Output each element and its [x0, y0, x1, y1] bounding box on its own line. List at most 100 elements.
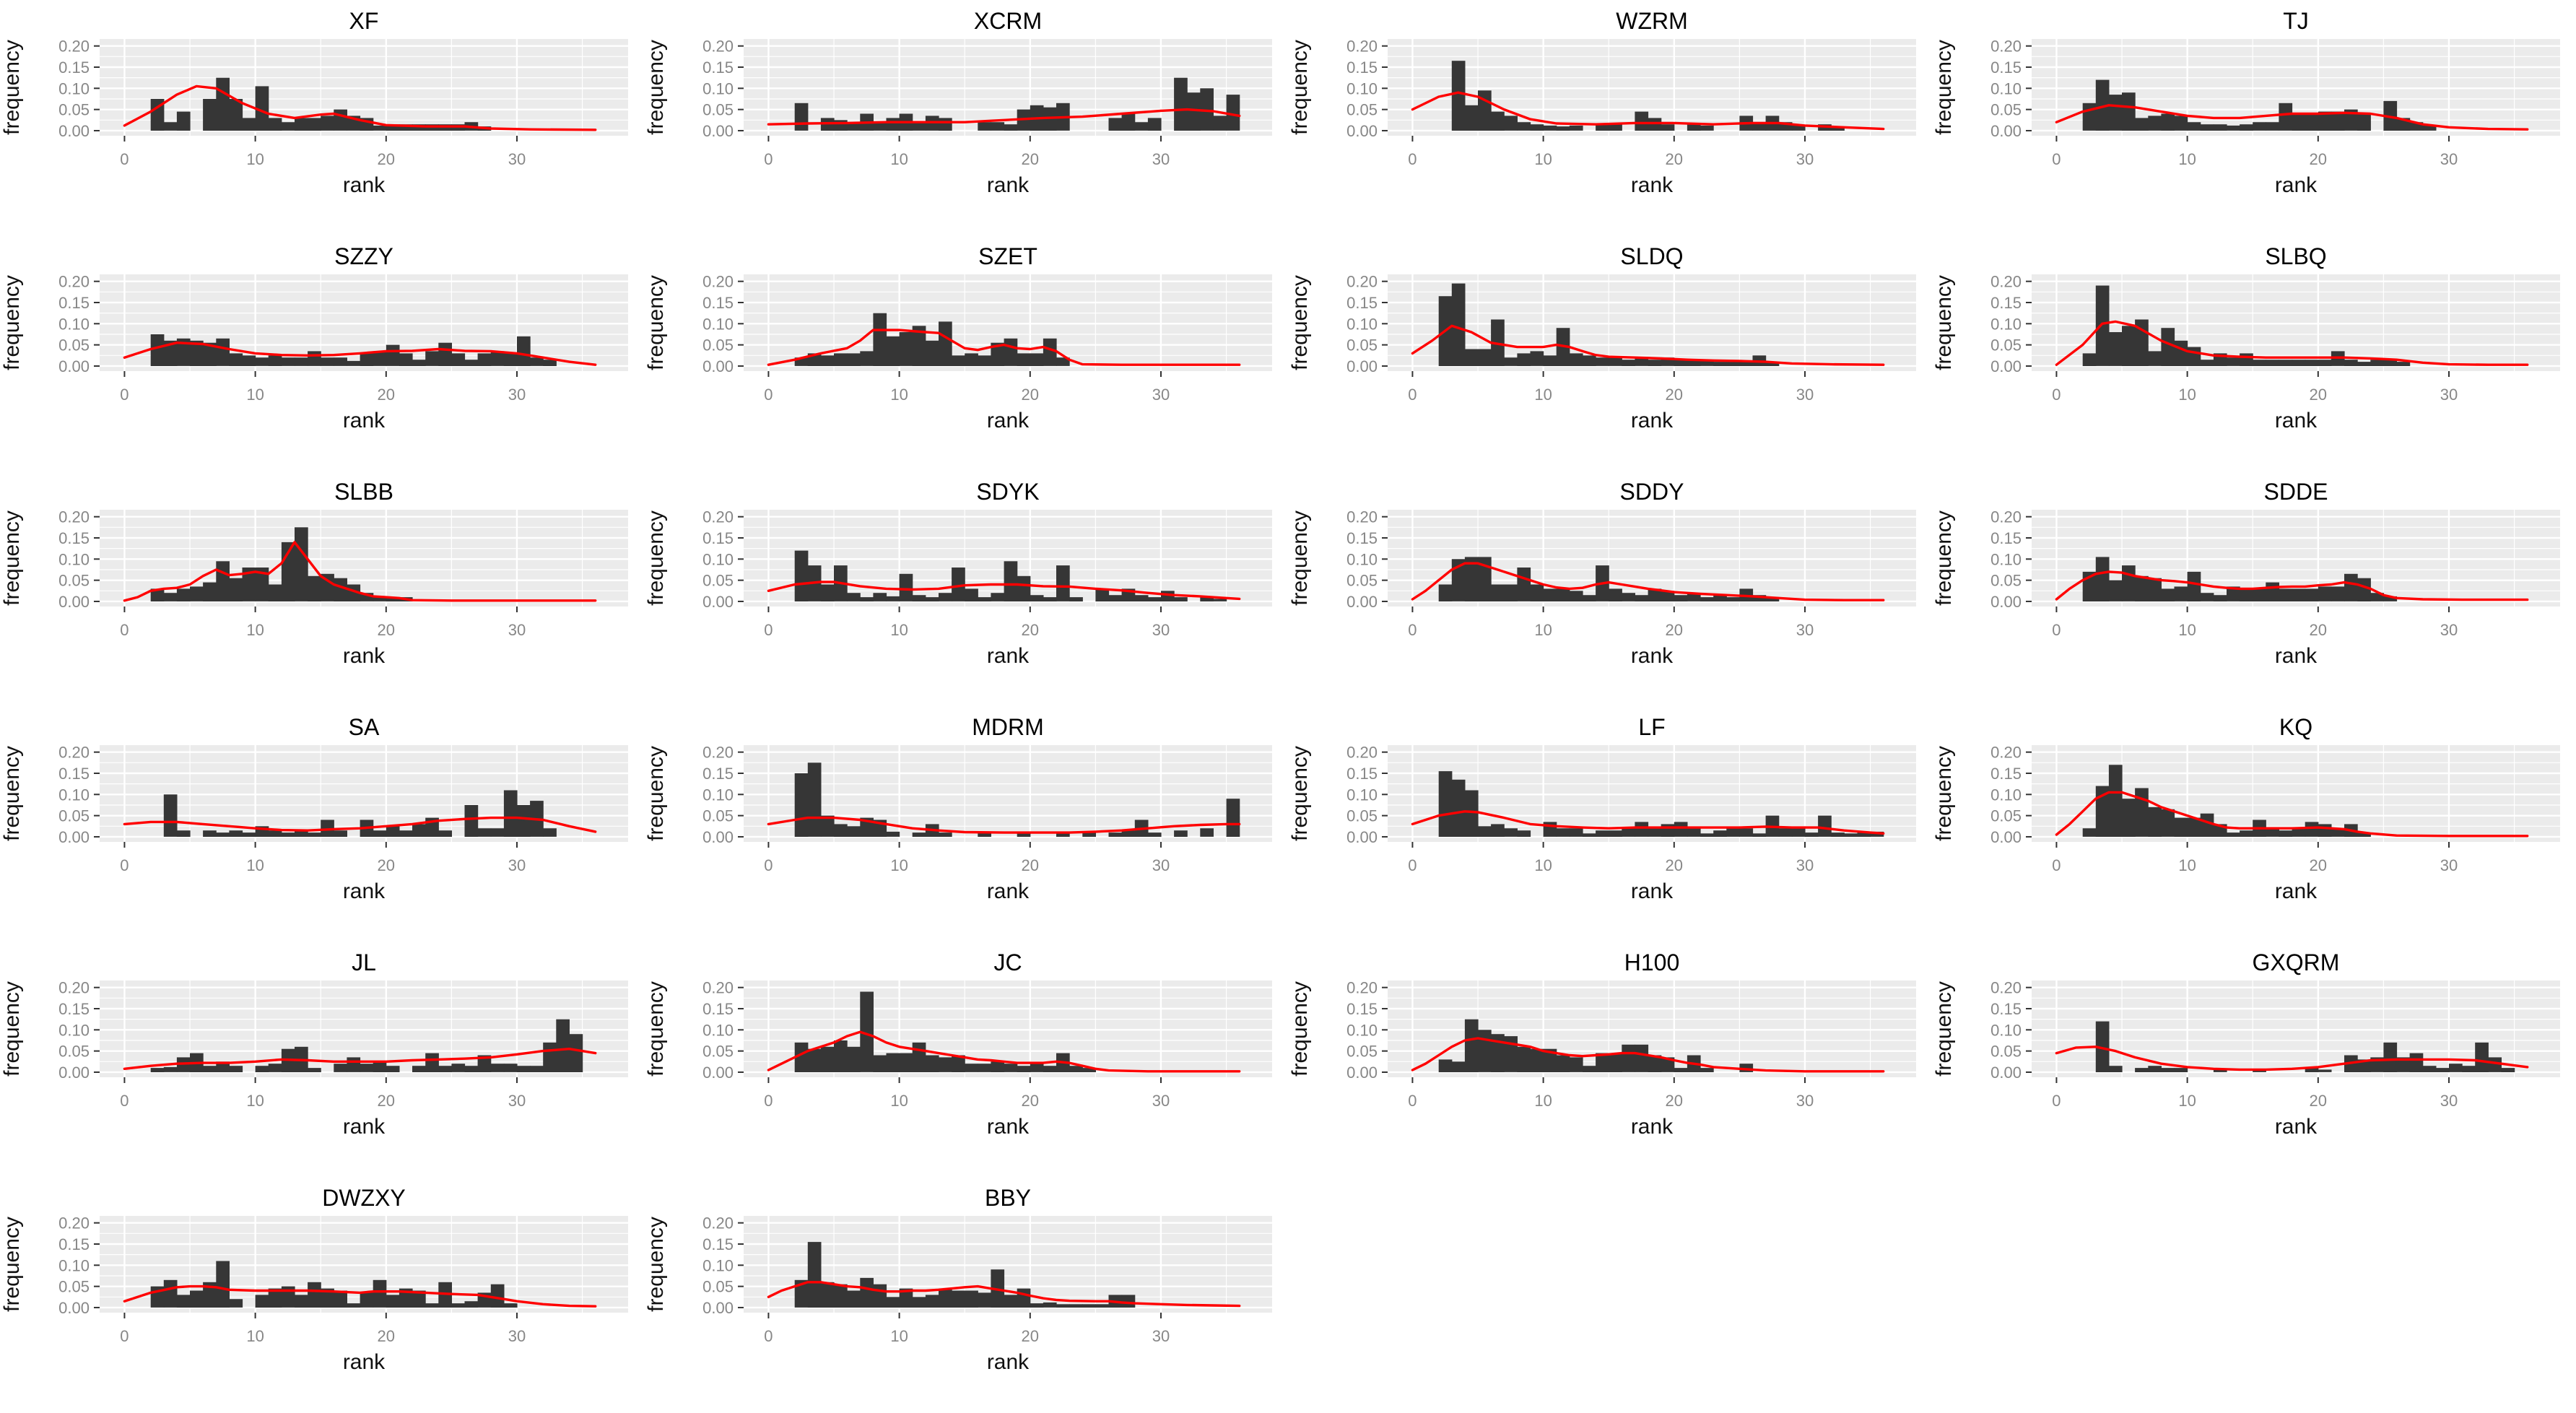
histogram-bar [1438, 771, 1453, 837]
histogram-bar [2357, 362, 2371, 366]
histogram-bar [939, 1288, 952, 1308]
histogram-bar [334, 109, 347, 131]
histogram-bar [1004, 1295, 1018, 1308]
histogram-bar [438, 342, 452, 366]
histogram-bar [321, 116, 334, 131]
x-tick-label: 20 [1666, 150, 1683, 168]
facet-panel-sa: 0.00 0.05 0.10 0.15 0.20 0 10 20 30 frequency rank… [0, 714, 628, 903]
histogram-bar [1004, 561, 1018, 601]
histogram-bar [2240, 830, 2253, 837]
histogram-bar [991, 122, 1005, 131]
histogram-bar [1726, 828, 1740, 837]
histogram-bar [925, 1055, 939, 1072]
y-axis-title: frequency [1288, 746, 1312, 841]
histogram-bar [2331, 828, 2345, 837]
y-tick-label: 0.10 [702, 1256, 734, 1274]
histogram-bar [321, 573, 334, 601]
histogram-bar [477, 1055, 492, 1072]
histogram-bar [1069, 597, 1083, 601]
x-tick-label: 20 [1022, 856, 1039, 874]
histogram-bar [1622, 360, 1635, 366]
x-tick-label: 10 [1534, 856, 1552, 874]
facet-panel-lf: 0.00 0.05 0.10 0.15 0.20 0 10 20 30 frequency rank… [1288, 714, 1916, 903]
histogram-bar [820, 584, 835, 601]
y-tick-label: 0.05 [58, 807, 90, 825]
histogram-bar [1556, 126, 1570, 131]
histogram-bar [2200, 124, 2214, 131]
facet-panel-jl: 0.00 0.05 0.10 0.15 0.20 0 10 20 30 frequency rank… [0, 949, 628, 1139]
histogram-bar [1530, 1048, 1544, 1072]
x-tick-label: 10 [246, 621, 264, 639]
histogram-bar [490, 351, 505, 366]
y-tick-label: 0.05 [1990, 336, 2022, 355]
histogram-bar [1174, 830, 1188, 837]
histogram-bar [873, 593, 887, 601]
y-tick-label: 0.05 [58, 1043, 90, 1061]
histogram-bar [912, 122, 926, 131]
histogram-bar [978, 122, 991, 131]
y-tick-label: 0.20 [58, 38, 90, 56]
histogram-bar [176, 588, 191, 601]
y-tick-label: 0.00 [1990, 357, 2022, 375]
histogram-bar [1635, 1044, 1649, 1072]
histogram-bar [2108, 332, 2123, 366]
histogram-bar [2292, 828, 2306, 837]
y-tick-label: 0.00 [702, 122, 734, 140]
histogram-bar [1451, 283, 1466, 366]
y-axis-title: frequency [644, 510, 668, 606]
histogram-bar [2174, 817, 2188, 837]
facet-panel-xcrm: 0.00 0.05 0.10 0.15 0.20 0 10 20 30 frequency rank… [644, 8, 1272, 197]
histogram-bar [438, 1066, 452, 1072]
histogram-bar [373, 1061, 387, 1072]
histogram-bar [295, 357, 308, 366]
y-tick-label: 0.20 [1346, 744, 1378, 762]
histogram-bar [203, 1066, 217, 1072]
x-tick-label: 20 [1666, 386, 1683, 404]
histogram-bar [1700, 1068, 1714, 1072]
histogram-bar [2227, 125, 2240, 131]
histogram-bar [1478, 557, 1492, 601]
y-tick-label: 0.15 [58, 529, 90, 547]
histogram-bar [517, 336, 531, 366]
x-tick-label: 20 [378, 1327, 395, 1345]
y-tick-label: 0.05 [1346, 807, 1378, 825]
histogram-bar [1017, 353, 1031, 366]
y-axis-title: frequency [0, 981, 24, 1077]
x-tick-label: 10 [246, 150, 264, 168]
histogram-bar [912, 326, 926, 366]
histogram-bar [1857, 832, 1871, 837]
histogram-bar [2240, 124, 2253, 131]
histogram-bar [295, 527, 308, 601]
histogram-bar [2187, 571, 2201, 601]
x-tick-label: 20 [378, 856, 395, 874]
histogram-bar [912, 1297, 926, 1308]
density-curve [123, 1284, 597, 1308]
density-curve [1411, 324, 1885, 366]
histogram-bar [2266, 360, 2279, 366]
histogram-bar [163, 1279, 178, 1308]
histogram-bar [2122, 799, 2136, 837]
panel-title: H100 [1624, 949, 1680, 975]
histogram-bar [1200, 88, 1214, 131]
y-tick-label: 0.00 [702, 357, 734, 375]
x-tick-label: 20 [1666, 856, 1683, 874]
y-tick-label: 0.10 [1990, 786, 2022, 804]
histogram-bar [150, 334, 165, 366]
facet-panel-szzy: 0.00 0.05 0.10 0.15 0.20 0 10 20 30 frequency rank… [0, 243, 628, 432]
histogram-bar [1056, 832, 1070, 837]
histogram-bar [2344, 109, 2358, 131]
x-tick-label: 20 [1022, 621, 1039, 639]
x-tick-label: 30 [1152, 150, 1170, 168]
histogram-bar [1069, 1304, 1083, 1308]
y-tick-label: 0.00 [1346, 593, 1378, 611]
density-curve [767, 816, 1241, 834]
density-curve [767, 329, 1241, 366]
histogram-bar [477, 353, 492, 366]
y-tick-label: 0.20 [1990, 508, 2022, 526]
histogram-bar [2161, 113, 2175, 131]
y-axis-title: frequency [1288, 40, 1312, 135]
histogram-bar [530, 1066, 544, 1072]
y-tick-label: 0.05 [702, 572, 734, 590]
panel-title: DWZXY [322, 1185, 406, 1211]
histogram-bar [1765, 597, 1780, 601]
